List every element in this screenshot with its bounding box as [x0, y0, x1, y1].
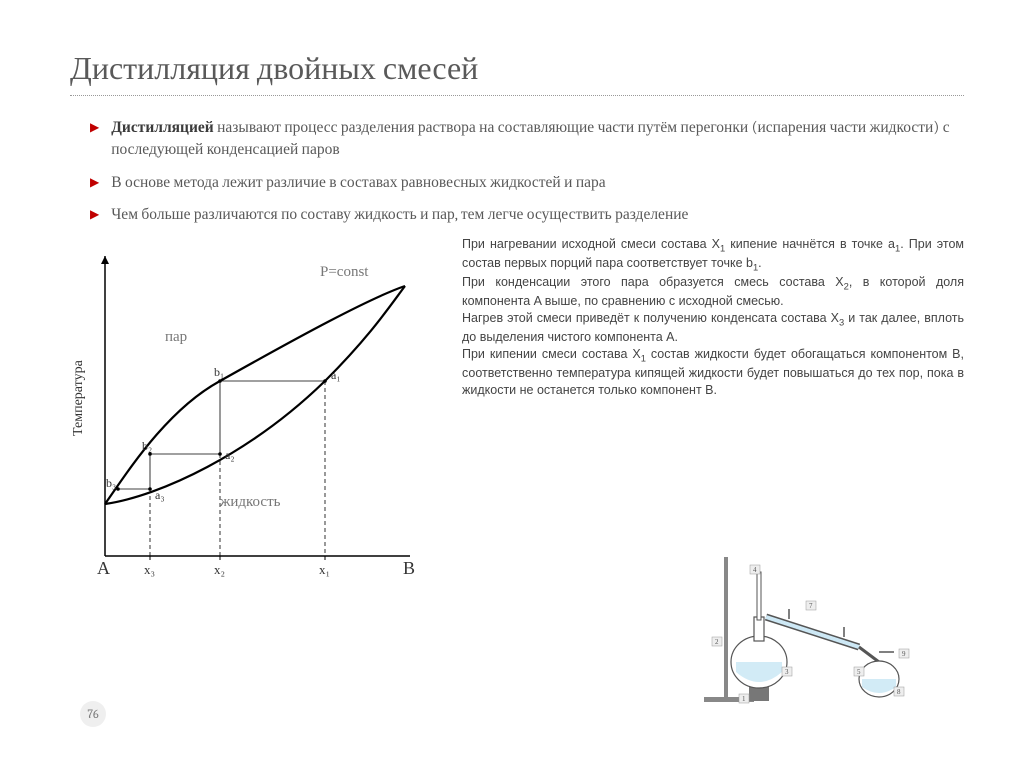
distillation-apparatus-icon: 2 4 7 5 9 1 3 8: [694, 537, 944, 707]
svg-text:жидкость: жидкость: [219, 494, 281, 510]
svg-text:b₃: b₃: [106, 476, 116, 490]
bullet-bold: Дистилляцией: [111, 118, 213, 136]
svg-text:b₁: b₁: [214, 365, 224, 379]
svg-text:x₃: x₃: [144, 562, 155, 577]
svg-text:a₂: a₂: [225, 448, 235, 462]
bullet-arrow-icon: ▶: [90, 206, 99, 225]
svg-text:B: B: [403, 558, 415, 578]
bullet-text: Чем больше различаются по составу жидкос…: [111, 203, 688, 225]
svg-text:3: 3: [785, 668, 789, 676]
bullet-item: ▶ Чем больше различаются по составу жидк…: [90, 203, 964, 225]
svg-text:x₁: x₁: [319, 562, 330, 577]
svg-text:5: 5: [857, 668, 861, 676]
svg-text:b₂: b₂: [142, 439, 152, 453]
svg-text:a₃: a₃: [155, 488, 165, 502]
page-title: Дистилляция двойных смесей: [70, 50, 964, 96]
bullet-item: ▶ Дистилляцией называют процесс разделен…: [90, 116, 964, 161]
svg-text:1: 1: [742, 695, 746, 703]
page-number: 76: [80, 701, 106, 727]
svg-text:9: 9: [902, 650, 906, 658]
bullet-arrow-icon: ▶: [90, 174, 99, 193]
svg-text:7: 7: [809, 602, 813, 610]
svg-text:x₂: x₂: [214, 562, 225, 577]
bullet-list: ▶ Дистилляцией называют процесс разделен…: [90, 116, 964, 226]
svg-text:a₁: a₁: [331, 368, 341, 382]
bullet-arrow-icon: ▶: [90, 119, 99, 161]
bullet-item: ▶ В основе метода лежит различие в соста…: [90, 171, 964, 193]
svg-text:2: 2: [715, 638, 719, 646]
phase-diagram: a₁ b₁ a₂ b₂ a₃ b₃ пар жидкость P=const A Bx₃ x₂ x₁ Те…: [70, 236, 450, 620]
svg-text:Температура: Температура: [71, 359, 86, 436]
svg-text:4: 4: [753, 566, 757, 574]
svg-text:P=const: P=const: [320, 264, 369, 280]
svg-text:пар: пар: [165, 329, 187, 345]
bullet-text: называют процесс разделения раствора на …: [111, 118, 949, 158]
svg-text:A: A: [97, 558, 110, 578]
bullet-text: В основе метода лежит различие в состава…: [111, 171, 605, 193]
svg-text:8: 8: [897, 688, 901, 696]
